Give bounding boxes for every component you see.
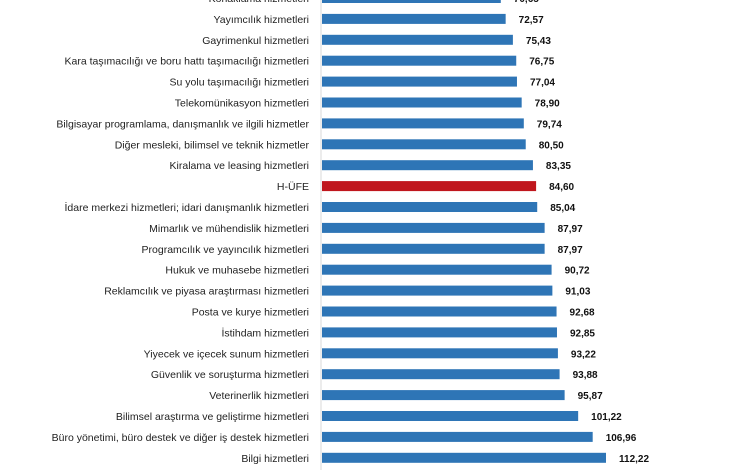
data-label: 106,96	[606, 433, 637, 444]
data-label: 90,72	[565, 266, 590, 277]
category-label: H-ÜFE	[277, 181, 309, 193]
data-label: 83,35	[546, 161, 571, 172]
category-label: Posta ve kurye hizmetleri	[192, 307, 309, 319]
bar	[322, 222, 545, 233]
category-label: Yiyecek ve içecek sunum hizmetleri	[144, 348, 309, 360]
bar	[322, 34, 513, 45]
data-label: 93,88	[573, 370, 598, 381]
category-label: Yayımcılık hizmetleri	[214, 14, 310, 26]
data-label: 112,22	[619, 454, 649, 465]
data-label: 80,50	[539, 140, 564, 151]
data-label: 101,22	[591, 412, 622, 423]
bar	[322, 348, 558, 359]
data-label: 77,04	[530, 78, 555, 89]
data-label: 91,03	[565, 287, 590, 298]
bar	[322, 181, 537, 192]
bar	[322, 390, 565, 401]
bar	[322, 431, 593, 442]
bar	[322, 285, 553, 296]
bar	[322, 13, 506, 24]
bar	[322, 160, 533, 171]
bar	[322, 452, 606, 463]
category-label: Bilgisayar programlama, danışmanlık ve i…	[56, 118, 309, 130]
data-label: 76,75	[529, 57, 554, 68]
category-label: Su yolu taşımacılığı hizmetleri	[170, 77, 309, 89]
category-label: Veterinerlik hizmetleri	[209, 390, 309, 402]
data-label: 92,68	[570, 308, 595, 319]
category-label: İdare merkezi hizmetleri; idari danışman…	[65, 201, 310, 214]
bar	[322, 97, 522, 108]
bar	[322, 202, 538, 212]
bar	[322, 243, 545, 254]
bar	[322, 139, 526, 150]
bar	[322, 0, 501, 3]
category-label: Mimarlık ve mühendislik hizmetleri	[149, 223, 309, 235]
data-label: 85,04	[550, 203, 575, 214]
category-label: Gayrimenkul hizmetleri	[202, 35, 309, 47]
category-label: Güvenlik ve soruşturma hizmetleri	[151, 369, 309, 381]
data-label: 93,22	[571, 349, 596, 360]
data-label: 75,43	[526, 36, 551, 47]
bar	[322, 369, 560, 380]
category-label: Büro yönetimi, büro destek ve diğer iş d…	[52, 432, 309, 444]
bar	[322, 411, 579, 421]
bar	[322, 55, 517, 66]
category-label: Telekomünikasyon hizmetleri	[175, 98, 309, 110]
bar	[322, 264, 552, 275]
bar	[322, 118, 524, 129]
data-label: 84,60	[549, 182, 574, 193]
category-label: Kiralama ve leasing hizmetleri	[170, 160, 309, 172]
data-label: 87,97	[558, 224, 583, 235]
data-label: 87,97	[558, 245, 583, 256]
data-label: 72,57	[519, 15, 544, 26]
data-label: 92,85	[570, 328, 595, 339]
category-label: Hukuk ve muhasebe hizmetleri	[165, 265, 309, 277]
category-label: Programcılık ve yayıncılık hizmetleri	[142, 244, 309, 256]
bar	[322, 306, 557, 317]
bar	[322, 76, 517, 87]
category-label: Diğer mesleki, bilimsel ve teknik hizmet…	[115, 139, 310, 151]
category-label: İstihdam hizmetleri	[221, 326, 309, 339]
category-label: Bilimsel araştırma ve geliştirme hizmetl…	[116, 411, 309, 423]
bar	[322, 327, 557, 338]
data-label: 70,65	[514, 0, 539, 5]
category-label: Reklamcılık ve piyasa araştırması hizmet…	[104, 286, 309, 298]
data-label: 95,87	[578, 391, 603, 402]
data-label: 78,90	[535, 99, 560, 110]
data-label: 79,74	[537, 119, 562, 130]
category-label: Konaklama hizmetleri	[209, 0, 309, 5]
category-label: Bilgi hizmetleri	[241, 453, 309, 465]
category-label: Kara taşımacılığı ve boru hattı taşımacı…	[64, 56, 309, 68]
